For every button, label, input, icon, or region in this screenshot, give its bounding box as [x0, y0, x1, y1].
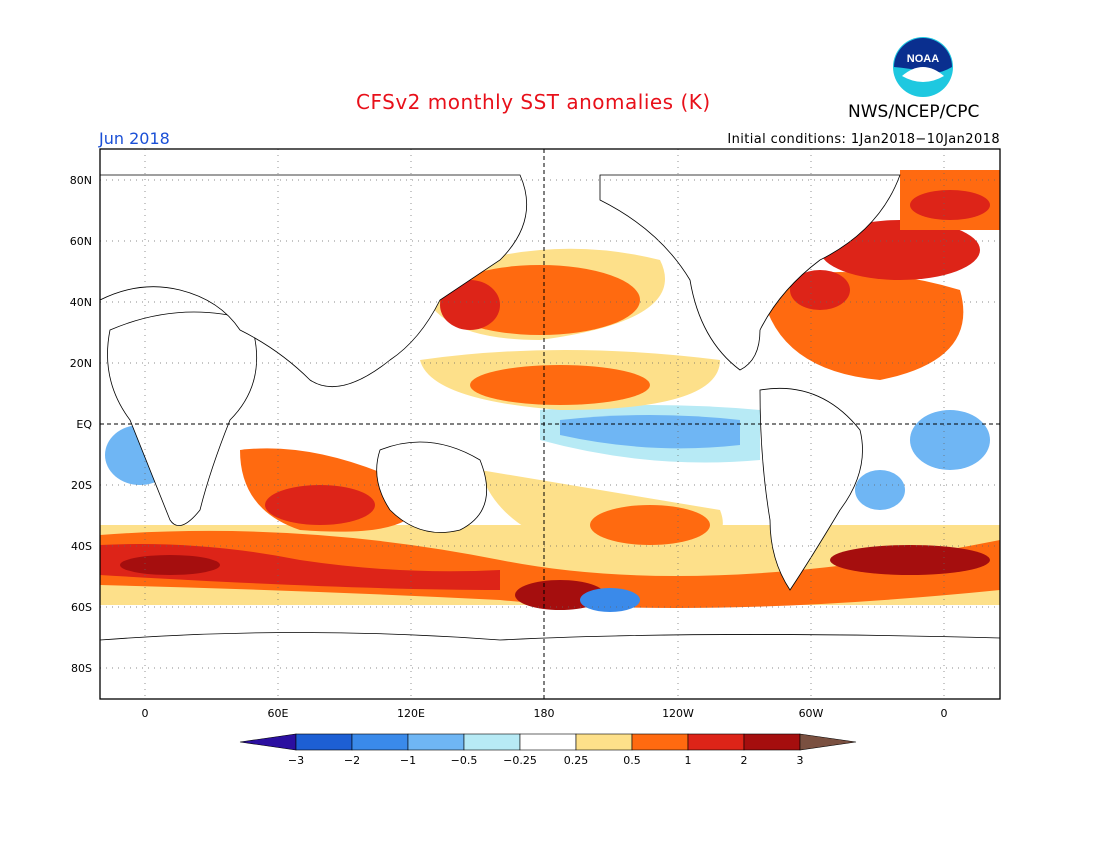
lon-label: 60E [268, 707, 289, 720]
colorbar-segment [631, 733, 689, 751]
lon-label: 120E [397, 707, 425, 720]
lon-label: 180 [534, 707, 555, 720]
map-frame [99, 148, 1001, 700]
initial-conditions: Initial conditions: 1Jan2018−10Jan2018 [727, 132, 1000, 147]
lat-label: 80S [71, 662, 92, 675]
lat-label: 60S [71, 601, 92, 614]
longitude-labels: 0 60E 120E 180 120W 60W 0 [142, 707, 948, 720]
noaa-logo-text: NOAA [907, 53, 939, 65]
colorbar-tick-label: 3 [797, 754, 804, 767]
colorbar-segment [687, 733, 745, 751]
colorbar: −3 −2 −1 −0.5 −0.25 0.25 0.5 1 2 3 [239, 733, 857, 767]
chart-title: CFSv2 monthly SST anomalies (K) [356, 90, 711, 114]
colorbar-segment [743, 733, 801, 751]
colorbar-arrow-high [799, 733, 857, 751]
colorbar-tick-label: −1 [400, 754, 416, 767]
colorbar-segment [407, 733, 465, 751]
colorbar-segment [295, 733, 353, 751]
lat-label: 60N [70, 235, 92, 248]
land-masses [100, 174, 1000, 699]
colorbar-tick-label: −3 [288, 754, 304, 767]
colorbar-arrow-low [239, 733, 297, 751]
lat-label: EQ [76, 418, 92, 431]
colorbar-tick-label: −0.5 [451, 754, 478, 767]
lat-label: 80N [70, 174, 92, 187]
forecast-month: Jun 2018 [99, 129, 170, 148]
lat-label: 40S [71, 540, 92, 553]
colorbar-tick-label: −2 [344, 754, 360, 767]
equator-dateline [100, 149, 1000, 699]
lat-label: 20N [70, 357, 92, 370]
lon-label: 0 [941, 707, 948, 720]
colorbar-segment [351, 733, 409, 751]
colorbar-tick-label: −0.25 [503, 754, 537, 767]
agency-label: NWS/NCEP/CPC [848, 102, 980, 122]
gridlines [100, 149, 1000, 699]
colorbar-tick-label: 2 [741, 754, 748, 767]
colorbar-tick-label: 0.25 [564, 754, 589, 767]
lon-label: 60W [799, 707, 824, 720]
lat-label: 20S [71, 479, 92, 492]
colorbar-tick-label: 0.5 [623, 754, 641, 767]
colorbar-tick-label: 1 [685, 754, 692, 767]
colorbar-segment [519, 733, 577, 751]
colorbar-segment [463, 733, 521, 751]
colorbar-segment [575, 733, 633, 751]
latitude-labels: 80N 60N 40N 20N EQ 20S 40S 60S 80S [70, 174, 93, 675]
noaa-logo: NOAA [892, 36, 954, 98]
lat-label: 40N [70, 296, 92, 309]
lon-label: 0 [142, 707, 149, 720]
lon-label: 120W [662, 707, 694, 720]
